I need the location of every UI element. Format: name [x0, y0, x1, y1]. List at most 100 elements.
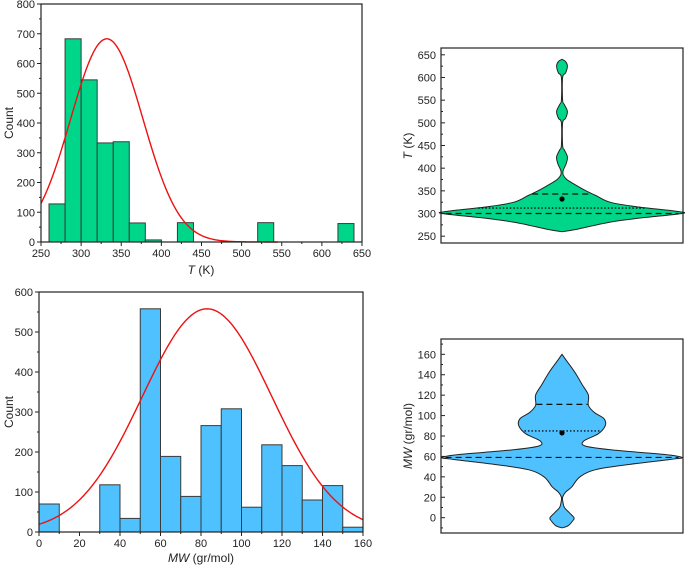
histogram-bar — [337, 223, 355, 243]
y-tick-label: 300 — [17, 148, 35, 160]
y-tick-label: 300 — [418, 209, 436, 221]
histogram-bar — [80, 79, 98, 243]
violin-molecular-weight-panel: 0 20 40 60 80 100 120 140 160 MW (gr/mol) — [401, 338, 684, 534]
y-tick-label: 0 — [29, 237, 35, 249]
y-tick-label: 800 — [17, 0, 35, 11]
y-tick-label: 600 — [17, 59, 35, 71]
histogram-bar — [128, 222, 146, 243]
y-tick-label: 80 — [424, 431, 436, 443]
y-tick-label: 350 — [418, 186, 436, 198]
x-tick-label: 80 — [195, 538, 207, 550]
x-axis-label-unit: (K) — [195, 263, 214, 277]
y-tick-label: 0 — [27, 527, 33, 539]
y-axis-label: Count — [2, 106, 16, 139]
y-tick-label: 600 — [15, 287, 33, 299]
normal-fit-curve — [38, 308, 364, 525]
y-axis-label-unit: (gr/mol) — [401, 403, 415, 448]
histogram-bar — [176, 222, 194, 243]
histogram-temperature-panel: 250 300 350 400 450 500 550 600 650 0 100 200 300 40… — [2, 0, 371, 277]
y-axis-label: MW (gr/mol) — [401, 403, 415, 469]
x-tick-label: 250 — [32, 248, 50, 260]
y-tick-label: 100 — [17, 207, 35, 219]
y-tick-label: 400 — [17, 118, 35, 130]
y-tick-label: 500 — [418, 118, 436, 130]
y-tick-label: 60 — [424, 451, 436, 463]
x-tick-label: 0 — [36, 538, 42, 550]
x-axis-label: MW (gr/mol) — [168, 551, 234, 565]
violin-body — [441, 353, 683, 529]
y-tick-label: 300 — [15, 407, 33, 419]
histogram-bar — [48, 203, 66, 243]
x-tick-label: 40 — [114, 538, 126, 550]
x-tick-label: 140 — [313, 538, 331, 550]
y-tick-label: 160 — [418, 349, 436, 361]
y-axis-label-symbol: T — [401, 150, 415, 159]
y-tick-label: 20 — [424, 492, 436, 504]
x-tick-label: 500 — [232, 248, 250, 260]
histogram-bar — [241, 506, 263, 533]
y-tick-label: 500 — [17, 88, 35, 100]
histogram-bar — [180, 495, 202, 533]
x-axis-ticks: 0 20 40 60 80 100 120 140 160 — [36, 532, 372, 550]
y-axis-label-unit: (K) — [401, 133, 415, 152]
histogram-bar — [38, 503, 60, 533]
histogram-bar — [139, 308, 161, 533]
x-tick-label: 550 — [273, 248, 291, 260]
histogram-bar — [99, 484, 121, 533]
y-tick-label: 140 — [418, 370, 436, 382]
y-tick-label: 500 — [15, 327, 33, 339]
histogram-bar — [64, 38, 82, 243]
histogram-bar — [220, 408, 242, 533]
histogram-bars — [48, 38, 355, 243]
y-axis-label-symbol: MW — [401, 446, 415, 469]
histogram-bar — [261, 444, 283, 533]
y-tick-label: 200 — [17, 178, 35, 190]
y-tick-label: 400 — [418, 163, 436, 175]
y-tick-label: 450 — [418, 141, 436, 153]
x-axis-label: T (K) — [188, 263, 215, 277]
y-axis-ticks: 0 100 200 300 400 500 600 700 800 — [17, 0, 41, 249]
histogram-bar — [257, 222, 275, 243]
histogram-bar — [96, 142, 114, 243]
y-tick-label: 250 — [418, 231, 436, 243]
y-axis-ticks: 250 300 350 400 450 500 550 600 650 — [418, 50, 445, 243]
histogram-bar — [342, 526, 364, 533]
x-tick-label: 400 — [152, 248, 170, 260]
mean-marker — [559, 196, 565, 202]
violin-body — [438, 58, 685, 233]
y-tick-label: 700 — [17, 29, 35, 41]
histogram-bar — [322, 485, 344, 533]
y-axis-label: Count — [2, 395, 16, 428]
x-tick-label: 20 — [73, 538, 85, 550]
x-tick-label: 450 — [192, 248, 210, 260]
y-tick-label: 200 — [15, 447, 33, 459]
mean-marker — [559, 430, 565, 436]
x-axis-label-symbol: MW — [168, 551, 191, 565]
histogram-bar — [301, 499, 323, 533]
y-tick-label: 550 — [418, 95, 436, 107]
y-axis-ticks: 0 20 40 60 80 100 120 140 160 — [418, 343, 445, 529]
histogram-bar — [281, 465, 303, 533]
histogram-bar — [119, 517, 141, 533]
x-tick-label: 650 — [353, 248, 371, 260]
histogram-bar — [160, 455, 182, 533]
y-tick-label: 600 — [418, 72, 436, 84]
histogram-bars — [38, 308, 364, 533]
y-tick-label: 100 — [418, 411, 436, 423]
x-tick-label: 60 — [154, 538, 166, 550]
x-tick-label: 300 — [72, 248, 90, 260]
y-tick-label: 650 — [418, 50, 436, 62]
x-tick-label: 350 — [112, 248, 130, 260]
x-tick-label: 600 — [313, 248, 331, 260]
y-tick-label: 400 — [15, 367, 33, 379]
y-tick-label: 0 — [430, 513, 436, 525]
x-axis-ticks: 250 300 350 400 450 500 550 600 650 — [32, 242, 371, 260]
x-tick-label: 120 — [273, 538, 291, 550]
y-tick-label: 120 — [418, 390, 436, 402]
histogram-bar — [200, 425, 222, 533]
x-axis-label-unit: (gr/mol) — [189, 551, 234, 565]
y-tick-label: 40 — [424, 472, 436, 484]
x-tick-label: 100 — [232, 538, 250, 550]
histogram-bar — [112, 141, 130, 243]
